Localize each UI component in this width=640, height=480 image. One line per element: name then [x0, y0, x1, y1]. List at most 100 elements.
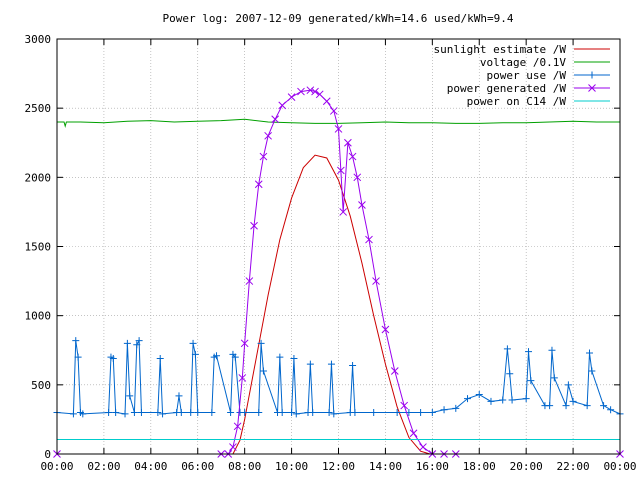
data-point [187, 409, 195, 416]
data-point [309, 409, 317, 416]
data-point [72, 337, 80, 345]
data-point [109, 355, 117, 363]
data-point [69, 410, 77, 418]
data-point [508, 396, 516, 404]
data-point [288, 409, 296, 416]
data-point [329, 107, 338, 115]
legend-label: power on C14 /W [467, 95, 567, 108]
data-point [130, 409, 138, 416]
data-point [409, 429, 418, 438]
data-point [372, 277, 380, 285]
data-point [175, 392, 183, 400]
data-point [250, 221, 258, 230]
data-point [287, 93, 296, 101]
data-point [348, 152, 357, 161]
y-tick-label: 2500 [25, 102, 52, 115]
data-point [588, 367, 596, 375]
series-layer [53, 86, 624, 458]
x-tick-label: 22:00 [557, 460, 590, 473]
data-point [311, 87, 319, 96]
y-axis-tick-labels: 0 500 1000 1500 2000 2500 3000 [25, 33, 52, 461]
series-3 [53, 86, 624, 458]
data-point [271, 115, 280, 124]
data-point [241, 409, 249, 416]
data-point [112, 409, 120, 416]
data-point [428, 409, 436, 416]
legend-label: voltage /0.1V [480, 56, 566, 69]
y-tick-label: 1500 [25, 241, 52, 254]
y-tick-label: 0 [44, 448, 51, 461]
data-point [370, 409, 378, 416]
y-tick-label: 2000 [25, 171, 52, 184]
data-point [417, 409, 425, 416]
data-point [336, 166, 345, 175]
data-point [503, 345, 511, 353]
data-point [278, 101, 287, 110]
data-point [231, 353, 239, 361]
series-line [232, 154, 431, 455]
data-point [583, 402, 591, 410]
data-point [607, 406, 615, 414]
legend-marker [588, 84, 596, 92]
data-point [390, 367, 399, 375]
series-1 [57, 118, 620, 128]
data-point [135, 337, 143, 345]
data-point [278, 409, 286, 416]
data-point [381, 325, 390, 334]
data-point [351, 409, 359, 416]
data-point [213, 352, 221, 360]
x-tick-label: 20:00 [510, 460, 543, 473]
x-tick-label: 14:00 [369, 460, 402, 473]
data-point [419, 443, 427, 451]
data-point [154, 409, 162, 416]
data-point [564, 381, 572, 389]
data-point [191, 350, 199, 358]
series-line [57, 118, 620, 128]
y-tick-label: 1000 [25, 310, 52, 323]
data-point [452, 404, 460, 412]
data-point [240, 339, 249, 348]
data-point [233, 422, 242, 431]
x-tick-label: 02:00 [87, 460, 120, 473]
data-point [487, 397, 495, 405]
x-tick-label: 08:00 [228, 460, 261, 473]
data-point [499, 396, 507, 404]
data-point [344, 138, 352, 147]
data-point [353, 173, 362, 182]
data-point [306, 86, 315, 95]
data-point [569, 397, 577, 405]
x-tick-label: 00:00 [603, 460, 636, 473]
data-point [208, 409, 216, 416]
legend-marker [588, 71, 596, 79]
data-point [440, 406, 448, 414]
data-point [522, 395, 530, 403]
data-point [126, 392, 134, 400]
grid [57, 39, 620, 454]
data-point [177, 409, 185, 416]
data-point [290, 355, 298, 363]
data-point [259, 367, 267, 375]
data-point [586, 349, 594, 357]
data-point [322, 97, 331, 106]
data-point [123, 339, 131, 347]
data-point [255, 409, 263, 416]
data-point [325, 409, 333, 416]
data-point [264, 131, 272, 140]
data-point [159, 410, 167, 418]
data-point [79, 410, 87, 418]
data-point [306, 360, 314, 368]
data-point [475, 391, 483, 399]
data-point [297, 87, 305, 96]
data-point [527, 377, 535, 385]
data-point [292, 410, 300, 418]
data-point [327, 360, 335, 368]
chart-title: Power log: 2007-12-09 generated/kWh=14.6… [163, 12, 514, 25]
data-point [245, 277, 254, 285]
axis-ticks [56, 38, 621, 455]
x-tick-label: 04:00 [134, 460, 167, 473]
data-point [550, 374, 558, 382]
data-point [349, 361, 357, 369]
x-axis-tick-labels: 00:00 02:00 04:00 06:00 08:00 10:00 12:00 14:00… [40, 460, 636, 473]
